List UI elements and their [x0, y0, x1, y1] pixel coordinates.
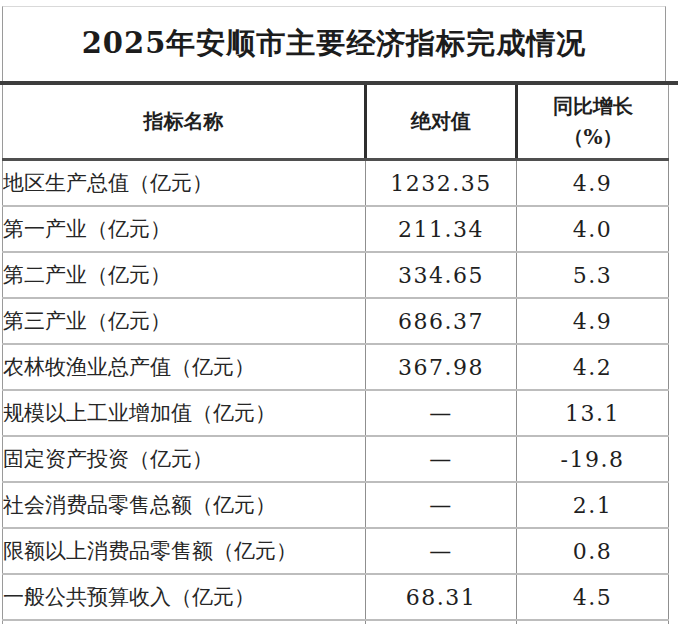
indicator-name-cell: 社会消费品零售总额（亿元）: [3, 482, 366, 528]
indicator-name-cell: 地区生产总值（亿元）: [3, 160, 366, 207]
table-row: 固定资产投资（亿元） — -19.8: [3, 436, 669, 482]
header-row: 指标名称 绝对值 同比增长 （%）: [3, 85, 669, 160]
economic-indicators-table: 指标名称 绝对值 同比增长 （%） 地区生产总值（亿元） 1232.35 4.9…: [2, 85, 669, 624]
indicator-name-cell: [3, 620, 366, 624]
table-row: 第二产业（亿元） 334.65 5.3: [3, 252, 669, 298]
table-row: 第三产业（亿元） 686.37 4.9: [3, 298, 669, 344]
indicator-name-cell: 第一产业（亿元）: [3, 206, 366, 252]
page: 2025年安顺市主要经济指标完成情况 指标名称 绝对值 同比增长 （%） 地区生…: [0, 0, 678, 624]
growth-cell: 4.2: [517, 344, 669, 390]
table-row: 农林牧渔业总产值（亿元） 367.98 4.2: [3, 344, 669, 390]
absolute-value-cell: [366, 620, 517, 624]
indicator-name-cell: 第三产业（亿元）: [3, 298, 366, 344]
growth-cell: [517, 620, 669, 624]
table-row-partial: [3, 620, 669, 624]
table-row: 社会消费品零售总额（亿元） — 2.1: [3, 482, 669, 528]
indicator-name-cell: 限额以上消费品零售额（亿元）: [3, 528, 366, 574]
absolute-value-cell: 367.98: [366, 344, 517, 390]
growth-cell: 4.0: [517, 206, 669, 252]
growth-cell: 4.9: [517, 160, 669, 207]
absolute-value-cell: 686.37: [366, 298, 517, 344]
table-row: 限额以上消费品零售额（亿元） — 0.8: [3, 528, 669, 574]
table-row: 一般公共预算收入（亿元） 68.31 4.5: [3, 574, 669, 620]
growth-cell: -19.8: [517, 436, 669, 482]
growth-cell: 0.8: [517, 528, 669, 574]
yoy-growth-label-line2: （%）: [518, 122, 668, 153]
absolute-value-cell: 334.65: [366, 252, 517, 298]
growth-cell: 4.9: [517, 298, 669, 344]
table-row: 地区生产总值（亿元） 1232.35 4.9: [3, 160, 669, 207]
absolute-value-cell: —: [366, 482, 517, 528]
yoy-growth-label-line1: 同比增长: [518, 91, 668, 122]
indicator-name-cell: 一般公共预算收入（亿元）: [3, 574, 366, 620]
column-header-yoy-growth: 同比增长 （%）: [517, 85, 669, 160]
indicator-name-cell: 规模以上工业增加值（亿元）: [3, 390, 366, 436]
growth-cell: 13.1: [517, 390, 669, 436]
growth-cell: 5.3: [517, 252, 669, 298]
absolute-value-cell: —: [366, 528, 517, 574]
absolute-value-cell: —: [366, 390, 517, 436]
indicator-name-cell: 第二产业（亿元）: [3, 252, 366, 298]
growth-cell: 4.5: [517, 574, 669, 620]
column-header-absolute-value: 绝对值: [366, 85, 517, 160]
indicator-name-cell: 农林牧渔业总产值（亿元）: [3, 344, 366, 390]
column-header-indicator-name: 指标名称: [3, 85, 366, 160]
absolute-value-cell: —: [366, 436, 517, 482]
title-box: 2025年安顺市主要经济指标完成情况: [2, 6, 666, 81]
table-row: 规模以上工业增加值（亿元） — 13.1: [3, 390, 669, 436]
absolute-value-cell: 211.34: [366, 206, 517, 252]
table-row: 第一产业（亿元） 211.34 4.0: [3, 206, 669, 252]
page-title: 2025年安顺市主要经济指标完成情况: [82, 24, 587, 64]
absolute-value-cell: 1232.35: [366, 160, 517, 207]
absolute-value-cell: 68.31: [366, 574, 517, 620]
indicator-name-cell: 固定资产投资（亿元）: [3, 436, 366, 482]
growth-cell: 2.1: [517, 482, 669, 528]
